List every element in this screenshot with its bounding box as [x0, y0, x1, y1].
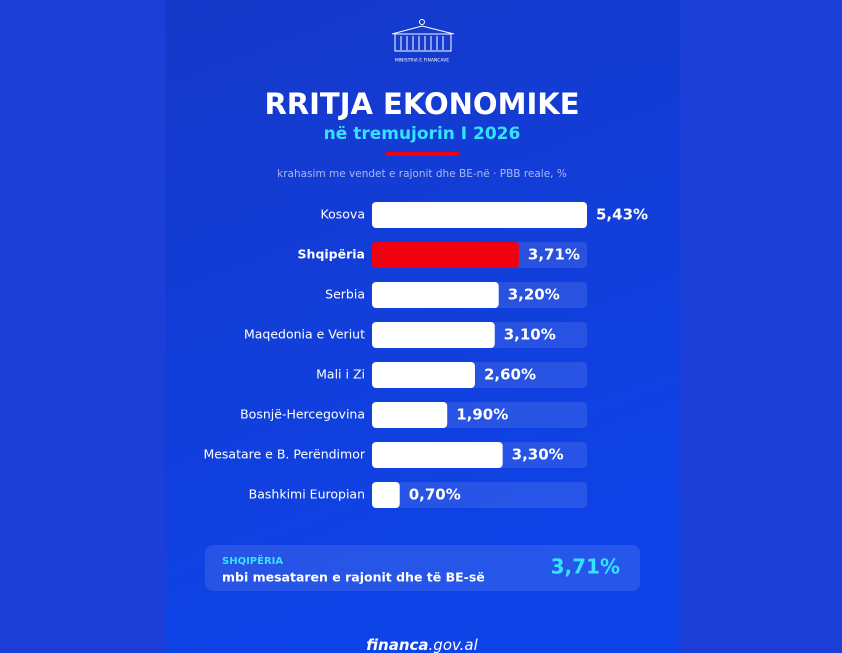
value-label: 5,43% [596, 206, 648, 224]
chart-title: RRITJA EKONOMIKE [264, 87, 579, 121]
value-label: 3,30% [512, 446, 564, 464]
callout-text: mbi mesataren e rajonit dhe të BE-së [222, 570, 485, 585]
category-label: Maqedonia e Veriut [244, 327, 365, 342]
category-label: Mali i Zi [316, 367, 365, 382]
bar [372, 362, 475, 388]
footer-brand: financa [366, 636, 428, 653]
value-label: 3,20% [508, 286, 560, 304]
callout-value: 3,71% [551, 555, 620, 579]
title-underline [385, 152, 460, 156]
category-label: Serbia [325, 287, 365, 302]
category-label: Kosova [321, 207, 365, 222]
value-label: 3,10% [504, 326, 556, 344]
category-label: Shqipëria [298, 247, 365, 262]
bar [372, 282, 499, 308]
value-label: 0,70% [409, 486, 461, 504]
bar [372, 242, 519, 268]
bar [372, 202, 587, 228]
chart-subtitle: në tremujorin I 2026 [324, 124, 521, 144]
callout-box [205, 545, 640, 591]
value-label: 3,71% [528, 246, 580, 264]
category-label: Bashkimi Europian [249, 487, 365, 502]
chart-caption: krahasim me vendet e rajonit dhe BE-në ·… [277, 168, 567, 180]
bars: Kosova 5,43% Shqipëria 3,71% Serbia 3,20% Maqe… [203, 202, 648, 508]
footer-domain: .gov.al [429, 636, 479, 653]
bar [372, 482, 400, 508]
value-label: 2,60% [484, 366, 536, 384]
callout-label: SHQIPËRIA [222, 553, 283, 567]
category-label: Bosnjë-Hercegovina [240, 407, 365, 422]
category-label: Mesatare e B. Perëndimor [203, 447, 365, 462]
footer: financa.gov.al [366, 636, 478, 653]
bar-track [372, 482, 587, 508]
value-label: 1,90% [456, 406, 508, 424]
logo [391, 19, 455, 52]
bar [372, 402, 448, 428]
bar [372, 322, 495, 348]
bar [372, 442, 503, 468]
logo-text: MINISTRIA E FINANCAVE [395, 58, 449, 64]
